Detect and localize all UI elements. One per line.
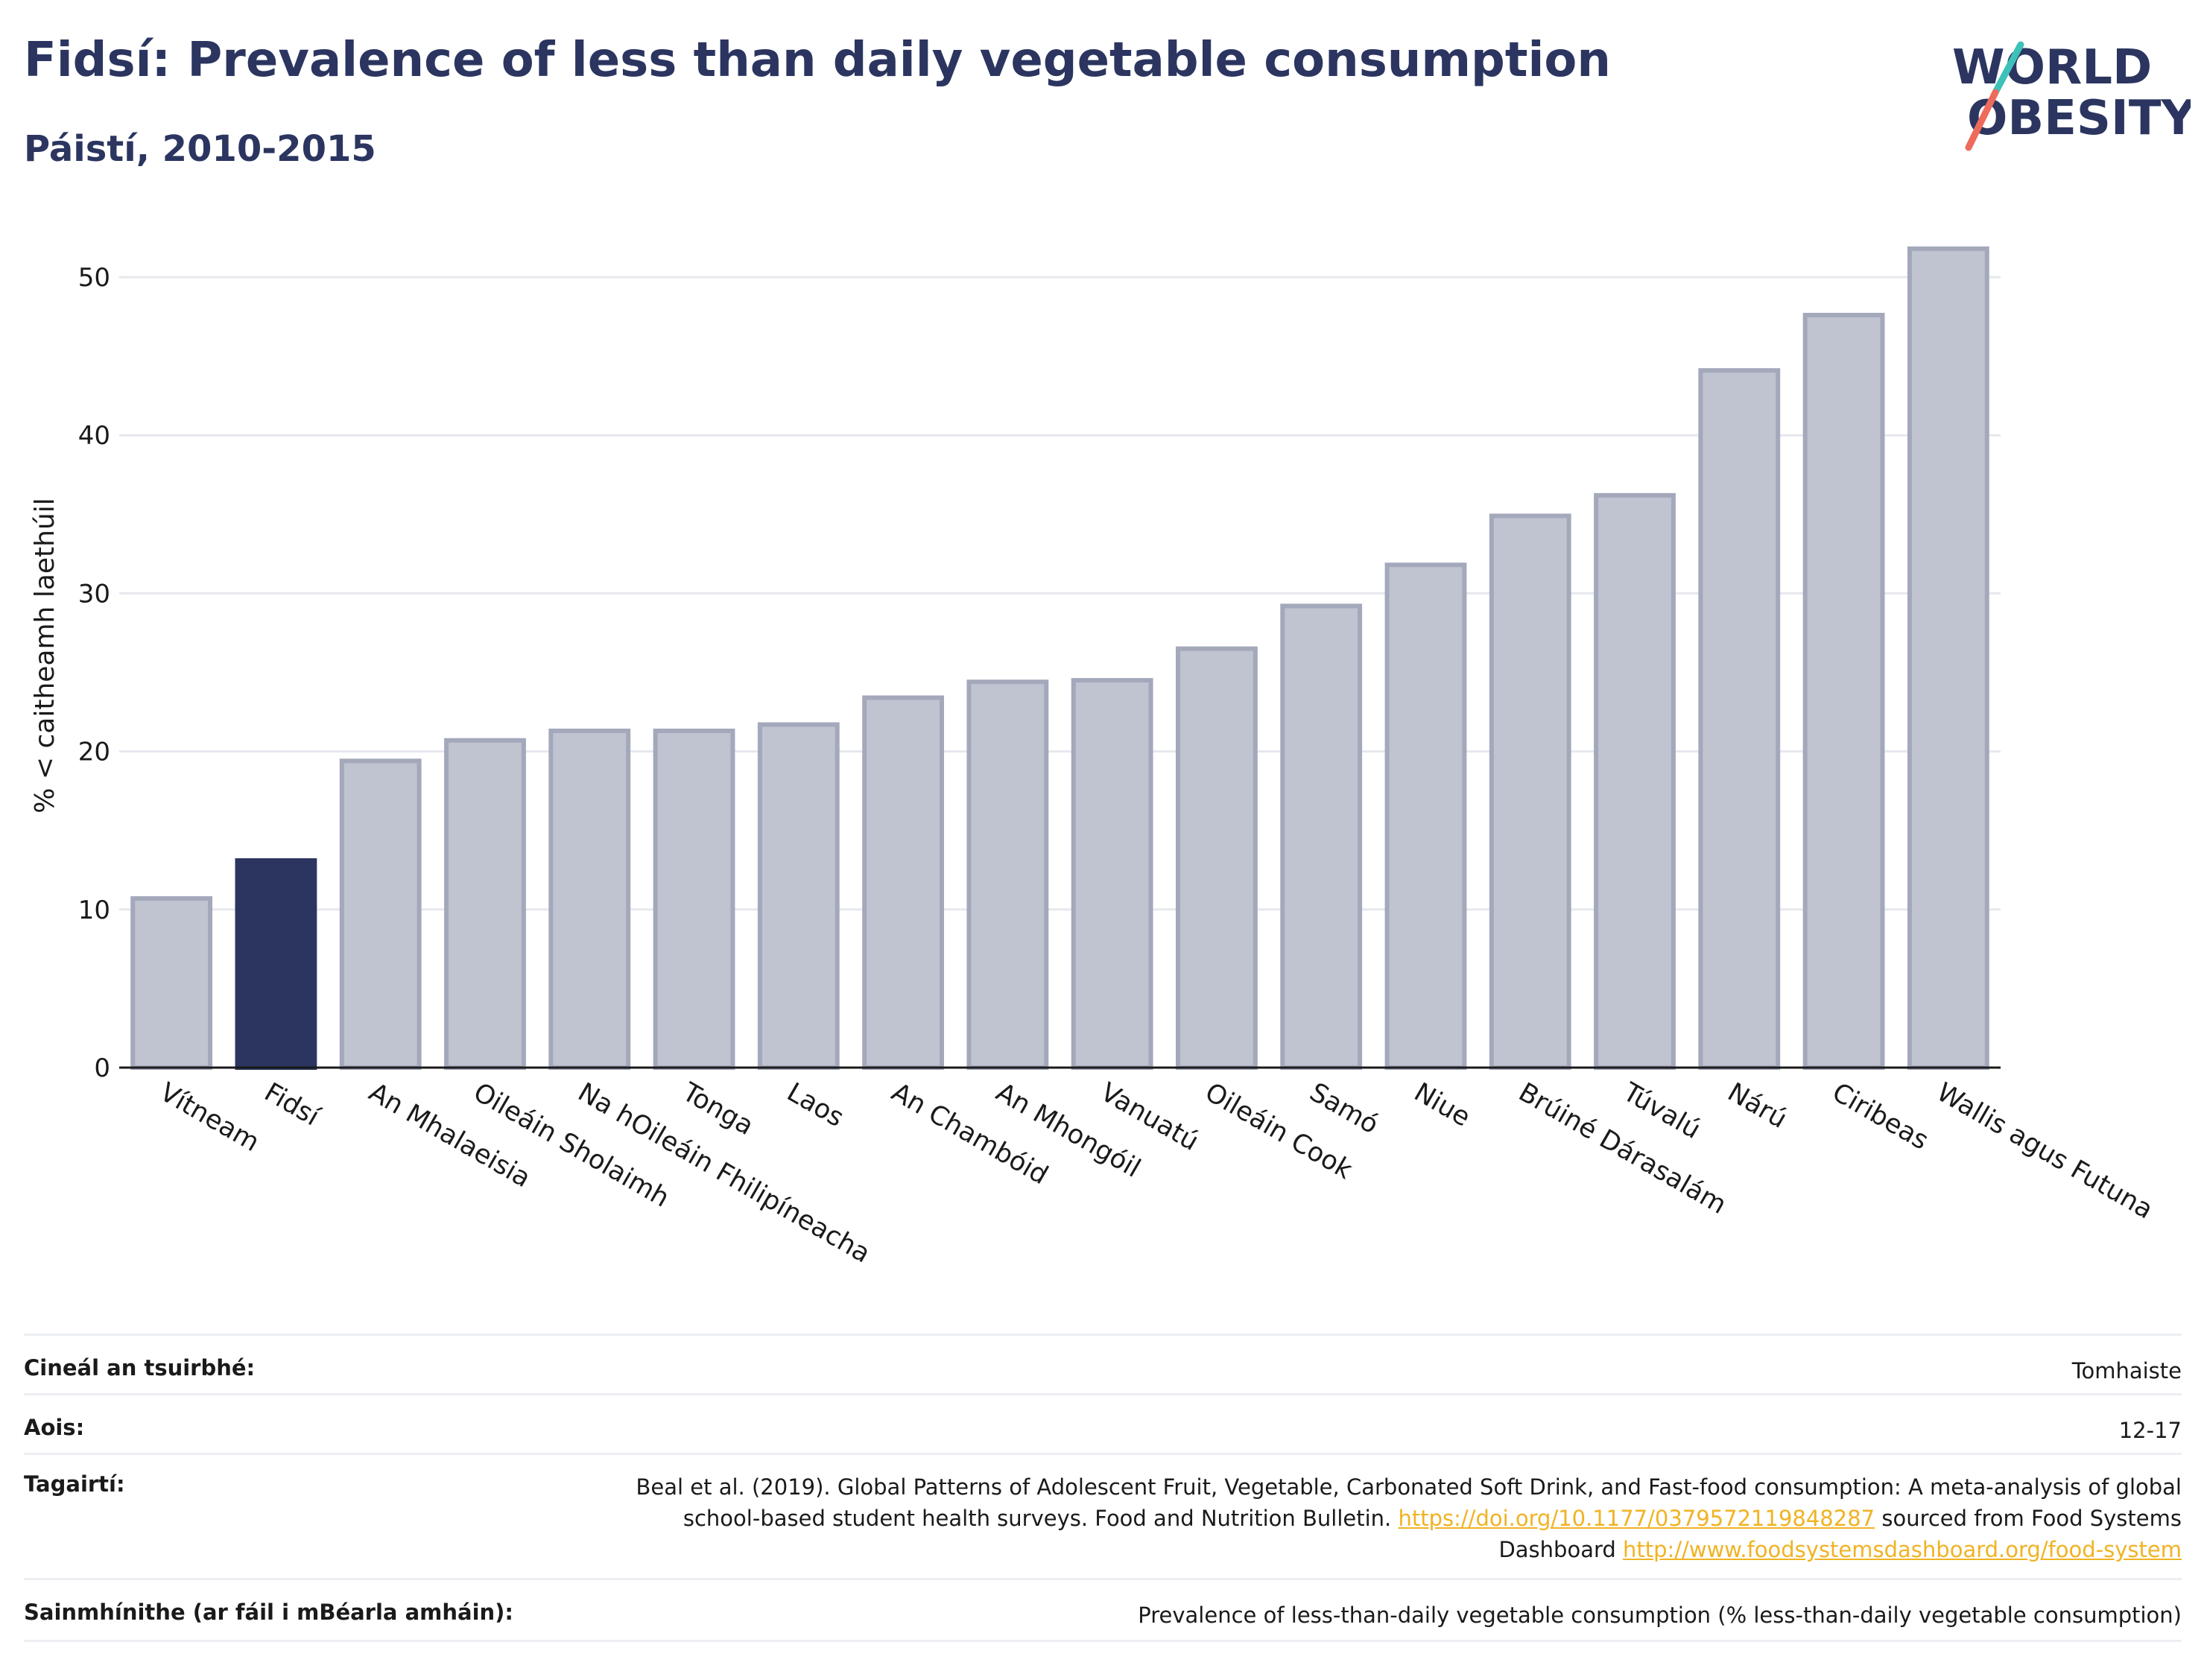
bar[interactable] [1176,646,1258,1070]
logo-line1: WORLD [1952,40,2152,95]
x-tick-label: Oileáin Sholaimh [468,1077,674,1214]
x-tick-label: Nárú [1723,1077,1792,1135]
x-tick-label: Vítneam [155,1077,265,1158]
x-tick-label: Wallis agus Futuna [1931,1077,2158,1225]
bar[interactable] [548,729,631,1070]
y-tick-label: 30 [78,579,110,609]
bar[interactable] [444,738,526,1070]
bar[interactable] [653,729,735,1070]
x-tick-label: Laos [782,1077,849,1133]
bar[interactable] [1907,246,1989,1071]
references-label: Tagairtí: [24,1471,125,1497]
doi-link[interactable]: https://doi.org/10.1177/0379572119848287 [1398,1506,1875,1531]
reference-text-1: Beal et al. (2019). Global Patterns of A… [636,1474,2182,1531]
x-tick-label: Niue [1409,1077,1475,1132]
x-tick-label: Ciribeas [1827,1077,1934,1156]
bar[interactable] [1489,513,1571,1070]
x-tick-label: Túvalú [1618,1077,1706,1145]
y-tick-label: 50 [78,263,110,293]
info-row-age: Aois: 12-17 [24,1393,2182,1453]
bar[interactable] [1594,492,1676,1070]
bar[interactable] [966,679,1049,1070]
bars [130,246,1989,1071]
y-tick-label: 40 [78,421,110,451]
chart-subtitle: Páistí, 2010-2015 [24,128,376,170]
survey-type-value: Tomhaiste [2071,1358,2182,1383]
logo-line2: OBESITY [1967,91,2191,146]
bar[interactable] [339,758,422,1070]
x-tick-label: Fidsí [259,1077,325,1132]
age-value: 12-17 [2118,1418,2182,1443]
bar[interactable] [1384,562,1467,1070]
grid-lines [119,276,2001,911]
y-tick-label: 0 [94,1053,110,1083]
bar[interactable] [757,722,840,1070]
definitions-value: Prevalence of less-than-daily vegetable … [1138,1603,2182,1628]
food-systems-link[interactable]: http://www.foodsystemsdashboard.org/food… [1623,1537,2182,1562]
x-tick-label: Tonga [677,1077,759,1141]
bar[interactable] [130,896,213,1071]
x-tick-label: Samó [1305,1077,1384,1140]
world-obesity-logo: WORLD OBESITY [1952,40,2191,151]
info-table: Cineál an tsuirbhé: Tomhaiste Aois: 12-1… [24,1334,2182,1642]
y-axis-title: % < caitheamh laethúil [30,498,60,814]
y-axis: 0 10 20 30 40 50 [78,263,110,1083]
bar[interactable] [862,695,944,1071]
survey-type-label: Cineál an tsuirbhé: [24,1355,256,1381]
chart-title: Fidsí: Prevalence of less than daily veg… [24,33,1611,88]
bar[interactable] [1698,368,1781,1070]
logo-slash-teal [1992,41,2024,96]
y-tick-label: 10 [78,896,110,925]
reference-text-2: sourced from Food Systems Dashboard [1498,1506,2182,1562]
age-label: Aois: [24,1415,85,1440]
info-row-survey-type: Cineál an tsuirbhé: Tomhaiste [24,1334,2182,1393]
info-row-definitions: Sainmhínithe (ar fáil i mBéarla amháin):… [24,1578,2182,1642]
references-value: Beal et al. (2019). Global Patterns of A… [617,1471,2182,1565]
bar[interactable] [235,858,317,1070]
info-row-references: Tagairtí: Beal et al. (2019). Global Pat… [24,1453,2182,1578]
definitions-label: Sainmhínithe (ar fáil i mBéarla amháin): [24,1600,514,1625]
logo-slash-red [1965,89,1999,151]
bar[interactable] [1071,678,1153,1070]
bar[interactable] [1802,312,1885,1071]
y-tick-label: 20 [78,738,110,767]
bar[interactable] [1280,603,1363,1070]
